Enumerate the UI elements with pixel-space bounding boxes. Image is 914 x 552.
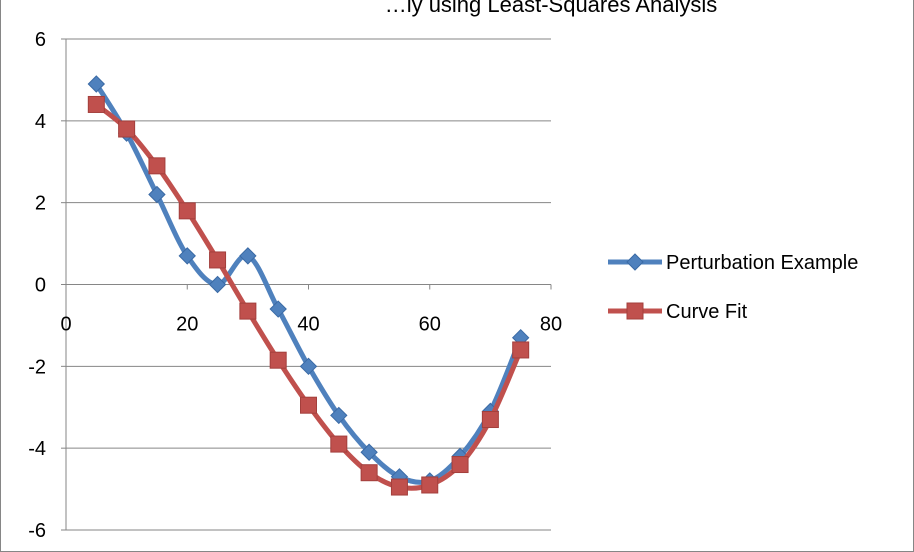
data-point — [178, 247, 196, 265]
x-tick-label: 20 — [176, 314, 198, 336]
data-point — [148, 185, 166, 204]
legend-marker — [626, 253, 644, 271]
data-point — [360, 464, 378, 482]
data-point — [87, 75, 106, 93]
series-diamond — [87, 75, 530, 490]
data-point — [208, 275, 227, 294]
data-point — [299, 357, 318, 376]
legend-marker — [626, 302, 644, 320]
x-tick-label: 80 — [540, 314, 562, 336]
data-point — [330, 406, 348, 425]
data-point — [87, 95, 105, 113]
legend-label: Perturbation Example — [666, 252, 858, 274]
data-point — [481, 411, 499, 429]
y-tick-label: 0 — [35, 275, 46, 297]
data-point — [148, 157, 166, 175]
data-point — [118, 120, 136, 138]
y-tick-label: -2 — [28, 356, 46, 378]
x-tick-label: 40 — [297, 314, 319, 336]
y-tick-label: 4 — [35, 111, 46, 133]
data-point — [330, 435, 348, 453]
y-tick-label: 6 — [35, 29, 46, 51]
y-tick-label: 2 — [35, 193, 46, 215]
data-point — [269, 351, 287, 369]
y-tick-label: -6 — [28, 520, 46, 542]
data-point — [300, 396, 317, 414]
x-tick-label: 60 — [419, 314, 441, 336]
data-point — [512, 341, 530, 359]
data-point — [390, 478, 408, 496]
legend-label: Curve Fit — [666, 301, 748, 323]
series-line — [94, 82, 523, 485]
data-point — [360, 443, 378, 461]
data-point — [239, 247, 257, 265]
data-point — [269, 300, 287, 318]
data-point — [239, 302, 257, 320]
x-tick-label: 0 — [60, 314, 71, 336]
series-square — [87, 95, 530, 496]
y-tick-label: -4 — [28, 438, 46, 460]
chart-title: …ly using Least-Squares Analysis — [384, 0, 718, 17]
data-point — [451, 456, 469, 474]
data-point — [209, 251, 227, 269]
data-point — [178, 202, 196, 220]
data-point — [421, 476, 439, 494]
